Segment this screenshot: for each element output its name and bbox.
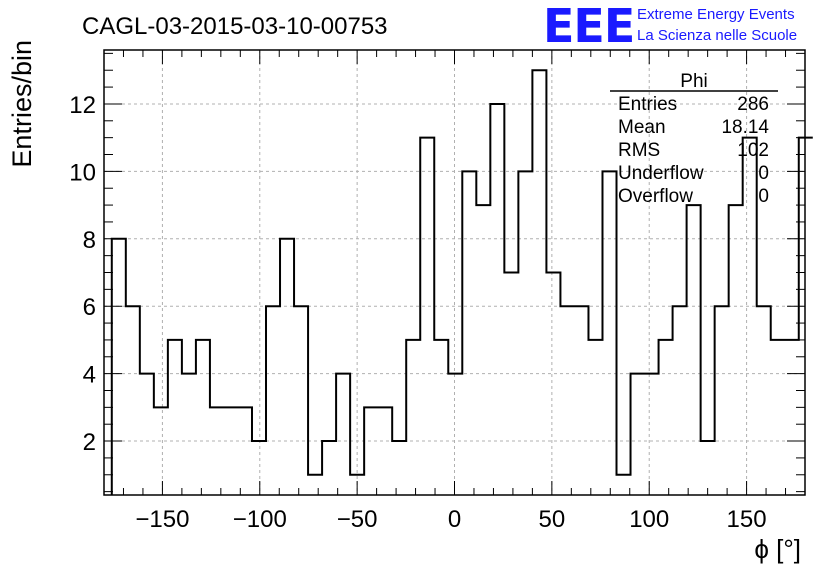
y-axis-label: Entries/bin [7,40,37,168]
histogram-outline [110,69,813,495]
logo-line-1: Extreme Energy Events [637,6,795,23]
stats-value: 0 [758,186,769,207]
stats-label: Overflow [618,186,693,207]
x-tick-label: 0 [448,506,461,533]
stats-label: Mean [618,117,666,138]
y-tick-label: 6 [83,294,96,321]
logo-mark: EEE [543,0,634,53]
stats-value: 286 [737,94,769,115]
stats-label: RMS [618,140,660,161]
y-tick-label: 10 [69,159,96,186]
y-tick-label: 8 [83,227,96,254]
stats-value: 0 [758,163,769,184]
eee-logo: EEE Extreme Energy Events La Scienza nel… [543,0,797,53]
x-tick-label: −100 [233,506,287,533]
x-tick-label: −150 [135,506,189,533]
chart-title: CAGL-03-2015-03-10-00753 [82,13,388,40]
stats-label: Underflow [618,163,704,184]
x-tick-label: 50 [539,506,566,533]
y-tick-label: 12 [69,92,96,119]
y-tick-label: 2 [83,429,96,456]
stats-label: Entries [618,94,677,115]
logo-line-2: La Scienza nelle Scuole [637,27,797,44]
stats-title: Phi [680,71,707,92]
x-axis-label: ϕ [°] [754,534,801,564]
tick-labels: −150 −100 −50 0 50 100 150 2 4 6 8 10 12 [69,92,766,533]
histogram-bins [110,69,813,495]
stats-value: 18.14 [721,117,769,138]
x-tick-label: −50 [337,506,378,533]
y-tick-label: 4 [83,362,96,389]
axes [103,49,806,496]
x-tick-label: 100 [629,506,669,533]
stats-value: 102 [737,140,769,161]
x-tick-label: 150 [727,506,767,533]
